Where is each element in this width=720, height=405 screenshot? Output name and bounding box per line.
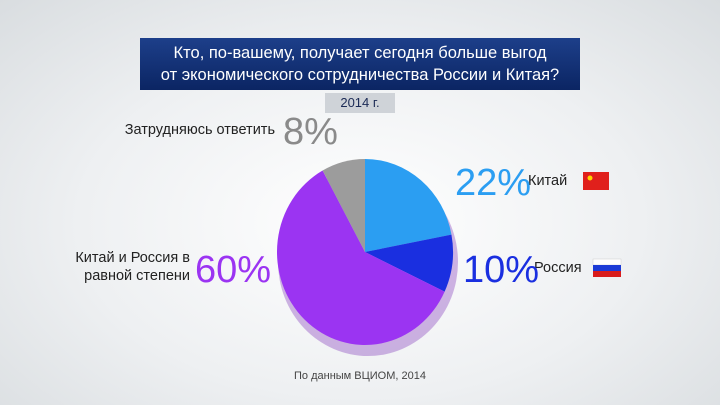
pie bbox=[277, 159, 454, 345]
pie-slice bbox=[365, 234, 454, 292]
value-label: 10% bbox=[463, 249, 540, 291]
pie-slice bbox=[365, 159, 452, 252]
category-label: Россия bbox=[534, 260, 582, 276]
source: По данным ВЦИОМ, 2014 bbox=[294, 370, 426, 382]
category-label: Китай bbox=[528, 173, 568, 189]
category-label: Китай и Россия в равной степени bbox=[75, 250, 190, 284]
pie-slice bbox=[277, 170, 445, 345]
category-label: Затрудняюсь ответить bbox=[124, 122, 275, 138]
pie-slice bbox=[322, 159, 365, 252]
subtitle: 2014 г. bbox=[325, 93, 395, 113]
title-box: Кто, по-вашему, получает сегодня больше … bbox=[140, 38, 580, 90]
value-label: 8% bbox=[283, 111, 338, 153]
flag-russia bbox=[592, 258, 622, 277]
flag-china bbox=[583, 172, 609, 190]
value-label: 60% bbox=[195, 249, 272, 291]
chart-title: Кто, по-вашему, получает сегодня больше … bbox=[173, 44, 547, 62]
chart-title: от экономического сотрудничества России … bbox=[160, 66, 560, 84]
value-label: 22% bbox=[455, 162, 532, 204]
